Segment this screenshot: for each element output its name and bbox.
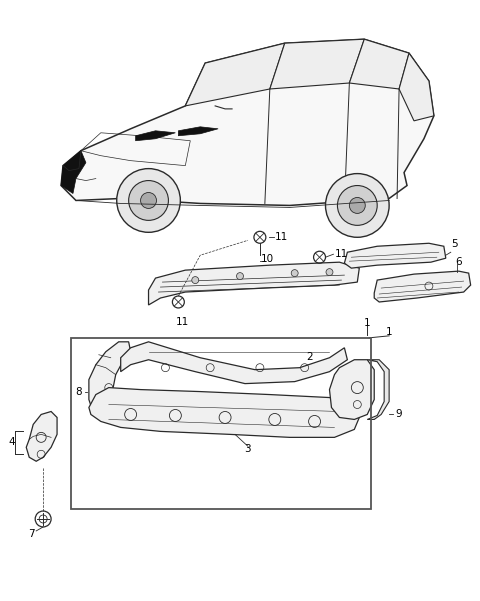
- Text: 5: 5: [451, 239, 458, 249]
- Circle shape: [325, 174, 389, 237]
- Text: 1: 1: [364, 318, 371, 328]
- Polygon shape: [179, 127, 218, 136]
- Text: 6: 6: [456, 257, 462, 267]
- Text: 8: 8: [76, 386, 82, 397]
- Polygon shape: [185, 43, 285, 106]
- Bar: [71, 338, 371, 509]
- Text: 4: 4: [8, 438, 15, 447]
- Circle shape: [291, 270, 298, 276]
- Polygon shape: [148, 262, 360, 305]
- Polygon shape: [61, 151, 86, 194]
- Text: 1: 1: [386, 327, 393, 337]
- Text: 10: 10: [261, 254, 275, 264]
- Polygon shape: [89, 342, 131, 415]
- Circle shape: [192, 276, 199, 284]
- Polygon shape: [329, 360, 374, 419]
- Polygon shape: [374, 271, 471, 302]
- Circle shape: [117, 169, 180, 233]
- Circle shape: [337, 186, 377, 225]
- Polygon shape: [399, 53, 434, 121]
- Polygon shape: [61, 39, 434, 206]
- Polygon shape: [367, 360, 389, 419]
- Polygon shape: [89, 388, 360, 438]
- Text: 9: 9: [396, 409, 402, 419]
- Text: 11: 11: [176, 317, 189, 327]
- Text: 11: 11: [335, 249, 348, 259]
- Text: 11: 11: [275, 233, 288, 242]
- Circle shape: [237, 273, 243, 279]
- Circle shape: [326, 269, 333, 276]
- Polygon shape: [136, 131, 175, 141]
- Circle shape: [349, 198, 365, 213]
- Polygon shape: [26, 412, 57, 461]
- Polygon shape: [349, 39, 409, 89]
- Text: 3: 3: [245, 444, 251, 454]
- Text: 7: 7: [28, 529, 35, 539]
- Circle shape: [141, 192, 156, 209]
- Polygon shape: [120, 342, 348, 383]
- Circle shape: [129, 180, 168, 221]
- Polygon shape: [344, 243, 446, 268]
- Polygon shape: [270, 39, 364, 89]
- Text: 2: 2: [306, 352, 313, 362]
